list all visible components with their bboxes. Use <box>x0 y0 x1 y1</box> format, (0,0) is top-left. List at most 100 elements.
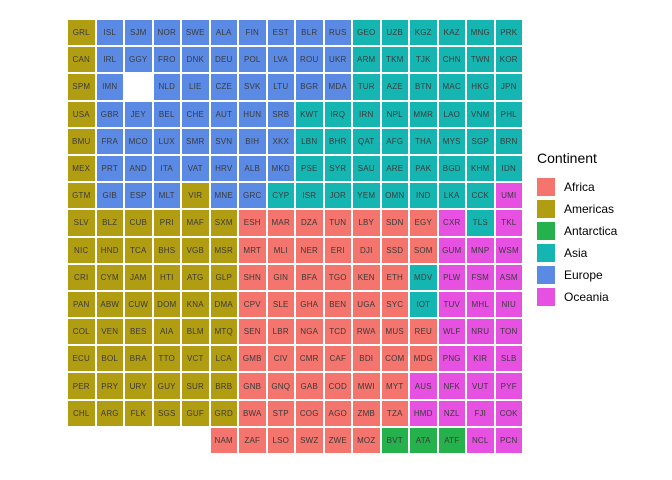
tile-civ: CIV <box>267 346 294 372</box>
tile-vut: VUT <box>467 373 494 399</box>
tile-tkm: TKM <box>381 47 408 73</box>
tile-kor: KOR <box>495 47 522 73</box>
tile-com: COM <box>381 346 408 372</box>
tile-mus: MUS <box>381 319 408 345</box>
tile-phl: PHL <box>495 101 522 127</box>
tile-pak: PAK <box>410 155 437 182</box>
legend-label-antarctica: Antarctica <box>564 224 618 238</box>
tile-tjk: TJK <box>410 47 437 73</box>
tile-npl: NPL <box>381 101 408 127</box>
tile-kwt: KWT <box>296 101 323 127</box>
tile-empty <box>125 428 152 453</box>
tile-rus: RUS <box>324 20 351 46</box>
tile-grd: GRD <box>210 400 237 426</box>
tile-rou: ROU <box>296 47 323 73</box>
tile-gmb: GMB <box>239 346 266 372</box>
tile-uzb: UZB <box>381 20 408 46</box>
tile-atf: ATF <box>438 427 465 453</box>
tile-rwa: RWA <box>353 319 380 345</box>
tile-tun: TUN <box>324 210 351 236</box>
tile-lux: LUX <box>153 128 180 154</box>
legend-label-americas: Americas <box>564 202 615 216</box>
tile-cuw: CUW <box>125 291 152 318</box>
tile-pse: PSE <box>296 155 323 182</box>
tile-pan: PAN <box>68 291 95 318</box>
tile-col: COL <box>68 319 95 345</box>
tile-guf: GUF <box>182 400 209 426</box>
tile-eth: ETH <box>381 264 408 290</box>
tile-dza: DZA <box>296 210 323 236</box>
tile-nor: NOR <box>153 20 180 46</box>
tile-atg: ATG <box>182 264 209 290</box>
tile-dji: DJI <box>353 237 380 263</box>
tile-hnd: HND <box>96 237 123 263</box>
tile-maf: MAF <box>182 210 209 236</box>
tile-eri: ERI <box>324 237 351 263</box>
tile-mdg: MDG <box>410 346 437 372</box>
tile-mkd: MKD <box>267 155 294 182</box>
legend-swatch-asia <box>537 244 555 262</box>
tile-sle: SLE <box>267 291 294 318</box>
legend-items: Africa Americas Antarctica Asia Europe Oceani… <box>537 176 617 308</box>
tile-jey: JEY <box>125 101 152 127</box>
tile-bes: BES <box>125 319 152 345</box>
tile-pyf: PYF <box>495 373 522 399</box>
tile-srb: SRB <box>267 101 294 127</box>
tile-prk: PRK <box>495 20 522 46</box>
tile-lby: LBY <box>353 210 380 236</box>
tile-lva: LVA <box>267 47 294 73</box>
tile-tca: TCA <box>125 237 152 263</box>
tile-bgr: BGR <box>296 74 323 100</box>
tile-mhl: MHL <box>467 291 494 318</box>
tile-reu: REU <box>410 319 437 345</box>
tile-sdn: SDN <box>381 210 408 236</box>
tile-lbn: LBN <box>296 128 323 154</box>
tile-lbr: LBR <box>267 319 294 345</box>
legend-label-oceania: Oceania <box>564 290 609 304</box>
tile-hrv: HRV <box>210 155 237 182</box>
tile-vnm: VNM <box>467 101 494 127</box>
tile-mnp: MNP <box>467 237 494 263</box>
tile-bih: BIH <box>239 128 266 154</box>
tile-egy: EGY <box>410 210 437 236</box>
tile-aze: AZE <box>381 74 408 100</box>
tile-nru: NRU <box>467 319 494 345</box>
tile-bfa: BFA <box>296 264 323 290</box>
tile-chn: CHN <box>438 47 465 73</box>
tile-lca: LCA <box>210 346 237 372</box>
tile-ner: NER <box>296 237 323 263</box>
tile-zwe: ZWE <box>324 427 351 453</box>
legend-label-africa: Africa <box>564 180 595 194</box>
tile-gnb: GNB <box>239 373 266 399</box>
tile-bol: BOL <box>96 346 123 372</box>
tile-flk: FLK <box>125 400 152 426</box>
tile-bgd: BGD <box>438 155 465 182</box>
tile-sjm: SJM <box>125 20 152 46</box>
tile-ven: VEN <box>96 319 123 345</box>
tile-wsm: WSM <box>495 237 522 263</box>
tile-mne: MNE <box>210 183 237 209</box>
tile-glp: GLP <box>210 264 237 290</box>
tile-omn: OMN <box>381 183 408 209</box>
tile-abw: ABW <box>96 291 123 318</box>
tile-cze: CZE <box>210 74 237 100</box>
tile-ukr: UKR <box>324 47 351 73</box>
tile-tuv: TUV <box>438 291 465 318</box>
tile-jam: JAM <box>125 264 152 290</box>
tile-xkx: XKX <box>267 128 294 154</box>
tile-lka: LKA <box>438 183 465 209</box>
tile-mys: MYS <box>438 128 465 154</box>
tile-iot: IOT <box>410 291 437 318</box>
legend-item-antarctica: Antarctica <box>537 220 617 242</box>
tile-tur: TUR <box>353 74 380 100</box>
tile-uga: UGA <box>353 291 380 318</box>
tile-ecu: ECU <box>68 346 95 372</box>
tile-cod: COD <box>324 373 351 399</box>
tile-esh: ESH <box>239 210 266 236</box>
tile-aus: AUS <box>410 373 437 399</box>
tile-umi: UMI <box>495 183 522 209</box>
legend-title: Continent <box>537 150 597 166</box>
tile-zaf: ZAF <box>239 427 266 453</box>
tile-asm: ASM <box>495 264 522 290</box>
tile-empty <box>68 428 95 453</box>
